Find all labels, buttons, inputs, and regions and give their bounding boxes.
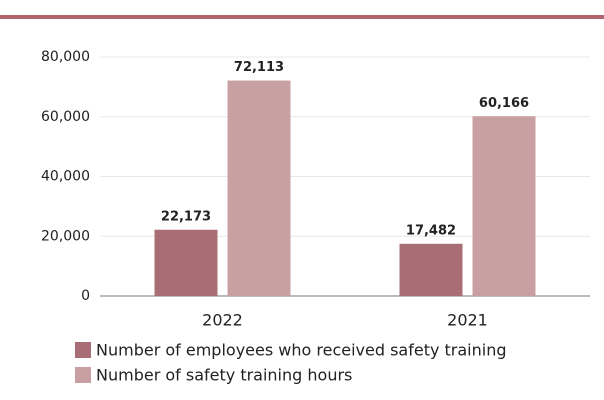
value-label: 17,482	[406, 223, 456, 238]
y-tick-label: 20,000	[41, 228, 90, 244]
legend-swatch	[75, 342, 91, 358]
legend-label: Number of employees who received safety …	[96, 341, 507, 360]
y-tick-label: 80,000	[41, 49, 90, 65]
bar	[472, 116, 536, 296]
x-tick-label: 2021	[447, 311, 488, 330]
top-rule	[0, 15, 604, 19]
x-tick-label: 2022	[202, 311, 243, 330]
bar	[399, 243, 463, 296]
value-label: 72,113	[234, 60, 284, 75]
legend-label: Number of safety training hours	[96, 366, 352, 385]
y-tick-label: 60,000	[41, 109, 90, 125]
legend-swatch	[75, 367, 91, 383]
y-tick-label: 40,000	[41, 169, 90, 185]
value-label: 22,173	[161, 209, 211, 224]
y-tick-label: 0	[81, 288, 90, 304]
bar	[154, 229, 218, 296]
bar	[227, 80, 291, 297]
value-label: 60,166	[479, 96, 529, 111]
